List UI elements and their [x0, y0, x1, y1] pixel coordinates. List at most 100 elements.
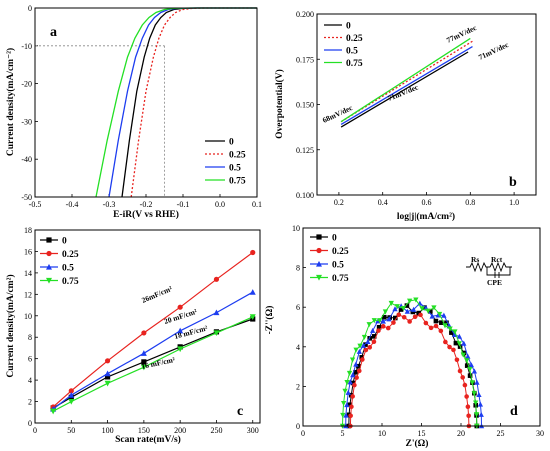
- data-point: [392, 306, 398, 312]
- data-point: [68, 392, 75, 398]
- data-point: [443, 339, 448, 345]
- legend-marker: [316, 260, 322, 267]
- y-tick-label: 14: [24, 269, 32, 278]
- data-point: [350, 394, 355, 399]
- y-tick-label: 0.150: [296, 101, 314, 110]
- data-point: [404, 303, 410, 308]
- panel-d-label: d: [510, 404, 518, 419]
- panel-c-frame: [34, 229, 261, 424]
- data-point: [377, 318, 383, 324]
- data-point: [104, 380, 111, 387]
- data-point: [104, 370, 111, 377]
- series-line: [340, 46, 473, 125]
- data-point: [376, 324, 382, 330]
- y-tick-label: 6: [296, 303, 300, 312]
- legend-marker: [46, 237, 52, 243]
- data-point: [350, 380, 356, 386]
- x-tick-label: 0.8: [465, 198, 475, 207]
- y-tick-label: -20: [21, 80, 32, 89]
- data-point: [460, 352, 466, 358]
- data-point: [213, 330, 220, 337]
- data-point: [360, 342, 367, 348]
- x-tick-label: 0.1: [252, 200, 262, 209]
- x-tick-label: 200: [174, 426, 186, 435]
- x-tick-label: 0: [33, 426, 37, 435]
- data-point: [452, 329, 458, 335]
- data-point: [428, 325, 434, 331]
- data-point: [68, 388, 74, 394]
- x-tick-label: -0.1: [177, 200, 190, 209]
- x-tick-label: 100: [102, 426, 114, 435]
- y-tick-label: -50: [21, 193, 32, 202]
- data-point: [346, 370, 353, 376]
- legend-label: 0.75: [229, 177, 246, 187]
- x-tick-label: 0.4: [378, 198, 388, 207]
- data-point: [347, 402, 353, 408]
- data-point: [474, 379, 480, 385]
- x-tick-label: 0.6: [422, 198, 432, 207]
- data-point: [380, 324, 386, 329]
- data-point: [177, 304, 183, 310]
- data-point: [340, 412, 346, 418]
- data-point: [376, 328, 381, 333]
- data-point: [371, 334, 377, 339]
- slope-annotation: 77mV/dec: [445, 23, 478, 45]
- panel-a-label: a: [50, 25, 57, 40]
- y-tick-label: 2: [28, 398, 32, 407]
- data-point: [438, 328, 444, 334]
- circuit-rs-label: Rs: [471, 255, 479, 264]
- panel-a: -0.5 -0.4 -0.3 -0.2 -0.1 0.0 0.1 -50 -40 -30 -20 -1…: [5, 4, 262, 220]
- data-point: [464, 394, 469, 399]
- data-point: [469, 380, 475, 386]
- data-point: [249, 314, 256, 320]
- legend-label: 0.25: [332, 247, 349, 257]
- legend-label: 0.5: [332, 261, 344, 271]
- series-line: [340, 51, 469, 128]
- y-tick-label: 8: [28, 333, 32, 342]
- y-tick-label: 6: [28, 355, 32, 364]
- data-point: [400, 306, 407, 312]
- slope-annotation: 71mV/dec: [477, 40, 510, 62]
- data-point: [391, 320, 396, 325]
- data-point: [451, 331, 458, 338]
- y-tick-label: 0.200: [296, 10, 314, 19]
- data-point: [352, 382, 357, 388]
- y-tick-label: 4: [296, 343, 300, 352]
- data-point: [457, 368, 463, 374]
- data-point: [401, 314, 407, 320]
- data-point: [356, 363, 361, 369]
- data-point: [344, 380, 350, 386]
- data-point: [410, 309, 416, 315]
- data-point: [473, 400, 479, 406]
- data-point: [407, 319, 412, 324]
- data-point: [345, 389, 351, 395]
- legend-label: 0.5: [346, 47, 358, 57]
- data-point: [442, 323, 448, 329]
- data-point: [431, 305, 437, 311]
- legend-label: 0: [229, 138, 234, 148]
- series-line: [52, 291, 253, 410]
- data-point: [429, 313, 435, 319]
- data-point: [348, 413, 353, 419]
- data-point: [356, 348, 363, 354]
- x-tick-label: 15: [418, 429, 426, 438]
- data-point: [213, 309, 220, 316]
- data-point: [104, 374, 111, 380]
- equivalent-circuit: Rs Rct CPE: [466, 255, 512, 287]
- y-tick-label: -10: [21, 42, 32, 51]
- data-point: [467, 367, 473, 373]
- y-tick-label: -40: [21, 155, 32, 164]
- y-tick-label: 8: [296, 264, 300, 273]
- data-point: [177, 327, 184, 334]
- data-point: [462, 382, 468, 388]
- series-line: [130, 7, 257, 198]
- y-tick-label: 2: [296, 382, 300, 391]
- data-point: [416, 310, 422, 316]
- data-point: [423, 320, 429, 326]
- data-point: [141, 330, 147, 336]
- data-point: [381, 314, 387, 320]
- data-point: [350, 372, 356, 378]
- y-tick-label: 0.175: [296, 55, 314, 64]
- data-point: [436, 311, 443, 317]
